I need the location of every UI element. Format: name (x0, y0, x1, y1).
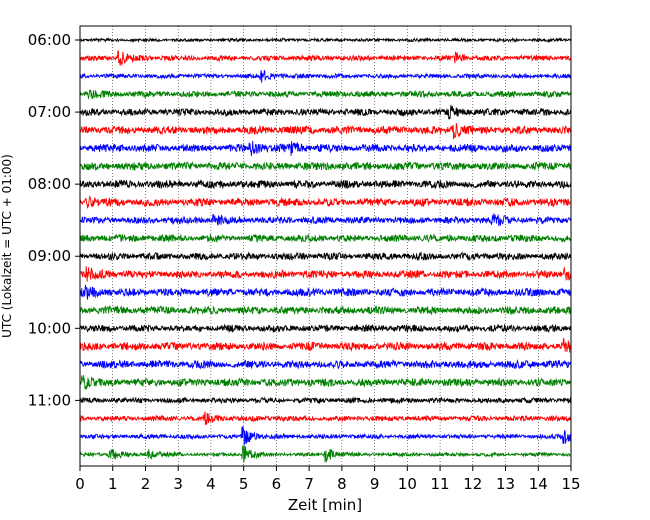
trace-0645 (79, 89, 572, 100)
x-axis-label: Zeit [min] (288, 496, 362, 514)
trace-1130 (79, 426, 572, 446)
trace-0830 (79, 213, 572, 227)
trace-0815 (79, 195, 572, 209)
trace-0715 (79, 123, 572, 140)
trace-0600 (79, 36, 572, 44)
trace-0800 (79, 179, 572, 190)
trace-0900 (79, 251, 572, 262)
plot-frame (79, 25, 572, 467)
trace-1145 (79, 444, 572, 463)
x-tick-label: 0 (75, 475, 85, 493)
grid-lines (112, 26, 539, 466)
x-tick-label: 13 (496, 475, 515, 493)
y-axis-label: UTC (Lokalzeit = UTC + 01:00) (0, 154, 14, 338)
y-tick-label: 07:00 (28, 103, 71, 121)
x-tick-label: 12 (463, 475, 482, 493)
x-tick-label: 14 (529, 475, 548, 493)
y-tick-label: 10:00 (28, 319, 71, 337)
x-tick-label: 8 (337, 475, 347, 493)
trace-1030 (79, 359, 572, 370)
trace-0700 (79, 105, 572, 120)
y-tick-label: 09:00 (28, 247, 71, 265)
y-tick-label: 11:00 (28, 391, 71, 409)
trace-1115 (79, 411, 572, 426)
x-tick-label: 11 (431, 475, 450, 493)
trace-group (79, 36, 572, 463)
trace-1000 (79, 323, 572, 334)
x-tick-label: 6 (272, 475, 282, 493)
trace-1045 (79, 375, 572, 390)
trace-1015 (79, 337, 572, 353)
trace-0930 (79, 284, 572, 300)
x-tick-label: 2 (141, 475, 151, 493)
x-tick-label: 3 (173, 475, 183, 493)
y-tick-label: 06:00 (28, 31, 71, 49)
trace-1100 (79, 396, 572, 405)
trace-0730 (79, 140, 572, 157)
trace-0630 (79, 69, 572, 83)
x-tick-label: 15 (561, 475, 580, 493)
x-tick-label: 7 (304, 475, 314, 493)
trace-0745 (79, 160, 572, 172)
x-tick-label: 9 (370, 475, 380, 493)
trace-0615 (79, 50, 572, 66)
x-axis: 0 1 2 3 4 5 6 7 8 9 10 11 12 13 14 15 (75, 466, 581, 493)
trace-0945 (79, 304, 572, 316)
trace-0845 (79, 233, 572, 244)
x-tick-label: 1 (108, 475, 118, 493)
x-tick-label: 4 (206, 475, 216, 493)
y-axis: 06:00 07:00 08:00 09:00 10:00 11:00 (28, 31, 80, 409)
trace-0915 (79, 266, 572, 282)
x-tick-label: 5 (239, 475, 249, 493)
y-tick-label: 08:00 (28, 175, 71, 193)
x-tick-label: 10 (398, 475, 417, 493)
